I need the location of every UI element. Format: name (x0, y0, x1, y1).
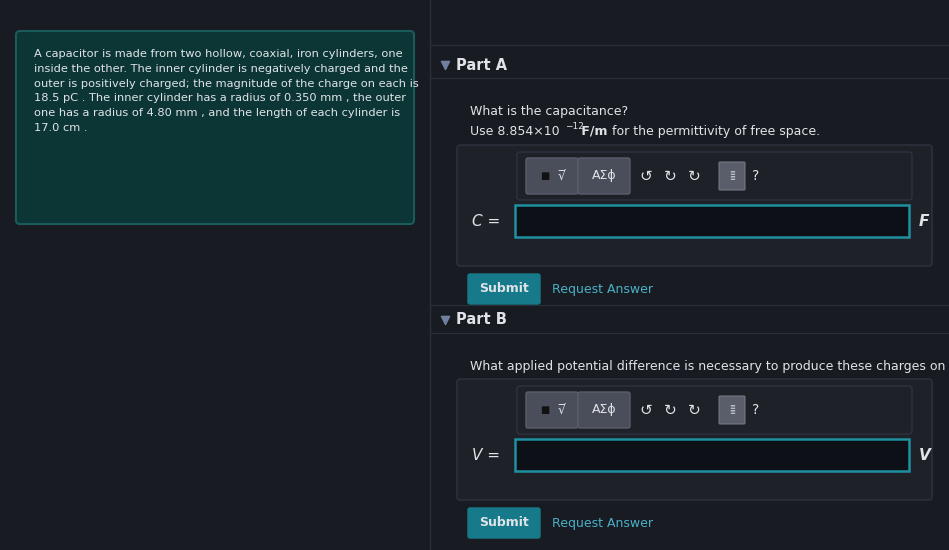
Text: Request Answer: Request Answer (552, 516, 653, 530)
Text: Request Answer: Request Answer (552, 283, 653, 295)
FancyBboxPatch shape (16, 31, 414, 224)
Text: ↻: ↻ (663, 403, 677, 417)
Bar (515, 439, 909, 471)
Text: ↻: ↻ (688, 403, 700, 417)
Text: ↻: ↻ (663, 168, 677, 184)
Text: ↺: ↺ (640, 403, 652, 417)
Text: F/m: F/m (577, 125, 607, 138)
Text: A capacitor is made from two hollow, coaxial, iron cylinders, one
inside the oth: A capacitor is made from two hollow, coa… (34, 49, 419, 133)
Text: V =: V = (472, 448, 500, 463)
Text: C =: C = (472, 213, 500, 228)
Text: Part A: Part A (456, 58, 507, 73)
Text: for the permittivity of free space.: for the permittivity of free space. (608, 125, 820, 138)
Text: F: F (919, 213, 929, 228)
Text: ≡
≡: ≡ ≡ (729, 170, 735, 182)
Text: ?: ? (753, 403, 759, 417)
Bar (515, 205, 909, 237)
Point (437, 60, 453, 69)
Text: What applied potential difference is necessary to produce these charges on the c: What applied potential difference is nec… (470, 360, 949, 373)
Text: ΑΣϕ: ΑΣϕ (591, 169, 616, 183)
Text: ΑΣϕ: ΑΣϕ (591, 404, 616, 416)
Text: What is the capacitance?: What is the capacitance? (470, 105, 628, 118)
Text: Part B: Part B (456, 312, 507, 327)
FancyBboxPatch shape (578, 392, 630, 428)
FancyBboxPatch shape (468, 274, 540, 304)
FancyBboxPatch shape (578, 158, 630, 194)
Text: Submit: Submit (479, 516, 529, 530)
FancyBboxPatch shape (468, 508, 540, 538)
FancyBboxPatch shape (526, 158, 578, 194)
Text: ■: ■ (540, 405, 549, 415)
FancyBboxPatch shape (719, 162, 745, 190)
Text: ↻: ↻ (688, 168, 700, 184)
FancyBboxPatch shape (517, 152, 912, 200)
Text: √̅: √̅ (558, 169, 566, 183)
FancyBboxPatch shape (457, 145, 932, 266)
Text: V: V (919, 448, 931, 463)
Text: ■: ■ (540, 171, 549, 181)
Point (437, 316, 453, 324)
Text: √̅: √̅ (558, 404, 566, 416)
FancyBboxPatch shape (517, 386, 912, 434)
Text: ↺: ↺ (640, 168, 652, 184)
Text: −12: −12 (565, 122, 584, 131)
Text: Use 8.854×10: Use 8.854×10 (470, 125, 560, 138)
FancyBboxPatch shape (457, 379, 932, 500)
Text: ?: ? (753, 169, 759, 183)
Text: ≡
≡: ≡ ≡ (729, 404, 735, 415)
FancyBboxPatch shape (526, 392, 578, 428)
Text: Submit: Submit (479, 283, 529, 295)
FancyBboxPatch shape (719, 396, 745, 424)
